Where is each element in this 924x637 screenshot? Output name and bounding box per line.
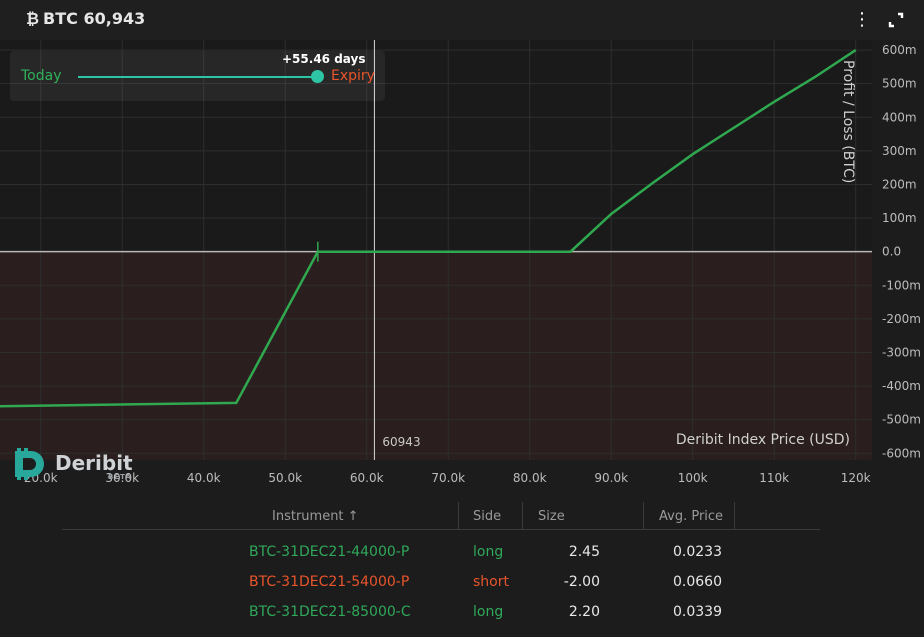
table-row[interactable]: BTC-31DEC21-85000-C long 2.20 0.0339 (62, 598, 820, 628)
column-divider (734, 502, 735, 529)
slider-handle[interactable] (311, 70, 324, 83)
table-row[interactable]: BTC-31DEC21-54000-P short -2.00 0.0660 (62, 568, 820, 598)
col-header-size[interactable]: Size (538, 509, 565, 524)
more-options-icon[interactable]: ⋮ (853, 9, 871, 30)
y-tick-label: -100m (882, 278, 921, 292)
column-divider (458, 502, 459, 529)
expand-icon[interactable] (886, 10, 906, 30)
instrument-header-label: Instrument (272, 509, 344, 524)
instrument-cell: BTC-31DEC21-54000-P (249, 574, 410, 590)
y-tick-label: -300m (882, 345, 921, 359)
y-tick-label: -400m (882, 379, 921, 393)
slider-expiry-label: Expiry (331, 68, 375, 84)
y-tick-label: -600m (882, 446, 921, 460)
sort-ascending-icon: ↑ (347, 509, 359, 524)
pnl-chart[interactable]: 20.0k 30.0k 40.0k 50.0k 60.0k 70.0k 80.0k 90.0k… (0, 40, 924, 490)
x-tick-label: 110k (759, 471, 789, 485)
column-divider (522, 502, 523, 529)
slider-days-label: +55.46 days (282, 52, 366, 66)
instrument-cell: BTC-31DEC21-44000-P (249, 544, 410, 560)
avg-price-cell: 0.0233 (673, 544, 722, 560)
top-bar: ₿ BTC 60,943 ⋮ (0, 0, 924, 40)
size-cell: 2.20 (568, 604, 600, 620)
y-tick-label: 400m (882, 110, 917, 124)
x-tick-label: 30.0k (105, 471, 139, 485)
slider-track[interactable] (78, 76, 318, 78)
y-tick-label: -500m (882, 413, 921, 427)
y-tick-label: 300m (882, 144, 917, 158)
col-header-side[interactable]: Side (473, 509, 502, 524)
avg-price-cell: 0.0660 (673, 574, 722, 590)
bitcoin-icon: ₿ (26, 9, 40, 28)
y-axis-label: Profit / Loss (BTC) (840, 60, 856, 183)
column-divider (643, 502, 644, 529)
brand-name: Deribit (55, 451, 133, 475)
size-cell: 2.45 (568, 544, 600, 560)
y-tick-label: -200m (882, 312, 921, 326)
slider-today-label: Today (21, 68, 62, 84)
instrument-cell: BTC-31DEC21-85000-C (249, 604, 411, 620)
current-price-label: 60943 (382, 435, 420, 449)
size-cell: -2.00 (563, 574, 600, 590)
col-header-avg-price[interactable]: Avg. Price (659, 509, 724, 524)
brand-badge: BETA (108, 473, 132, 481)
x-tick-label: 50.0k (268, 471, 302, 485)
x-tick-label: 100k (678, 471, 708, 485)
x-tick-label: 70.0k (431, 471, 465, 485)
x-tick-label: 60.0k (350, 471, 384, 485)
pnl-line (0, 49, 857, 408)
col-header-instrument[interactable]: Instrument ↑ (272, 509, 359, 524)
x-tick-label: 120k (841, 471, 871, 485)
x-tick-label: 90.0k (594, 471, 628, 485)
avg-price-cell: 0.0339 (673, 604, 722, 620)
table-header: Instrument ↑ Side Size Avg. Price (62, 502, 820, 530)
x-axis-label: Deribit Index Price (USD) (676, 432, 850, 448)
side-cell: long (473, 604, 504, 620)
side-cell: long (473, 544, 504, 560)
deribit-logo-icon (15, 448, 44, 480)
side-cell: short (473, 574, 509, 590)
ticker-title: ₿ BTC 60,943 (26, 9, 145, 29)
table-row[interactable]: BTC-31DEC21-44000-P long 2.45 0.0233 (62, 538, 820, 568)
time-slider-panel: Today +55.46 days Expiry (10, 51, 385, 101)
loss-zone (0, 251, 872, 460)
y-tick-label: 0.0 (882, 245, 901, 259)
x-tick-label: 80.0k (513, 471, 547, 485)
y-tick-label: 100m (882, 211, 917, 225)
y-tick-label: 600m (882, 43, 917, 57)
y-tick-label: 200m (882, 177, 917, 191)
y-tick-label: 500m (882, 77, 917, 91)
x-tick-label: 40.0k (187, 471, 221, 485)
ticker-label: BTC 60,943 (43, 9, 146, 28)
